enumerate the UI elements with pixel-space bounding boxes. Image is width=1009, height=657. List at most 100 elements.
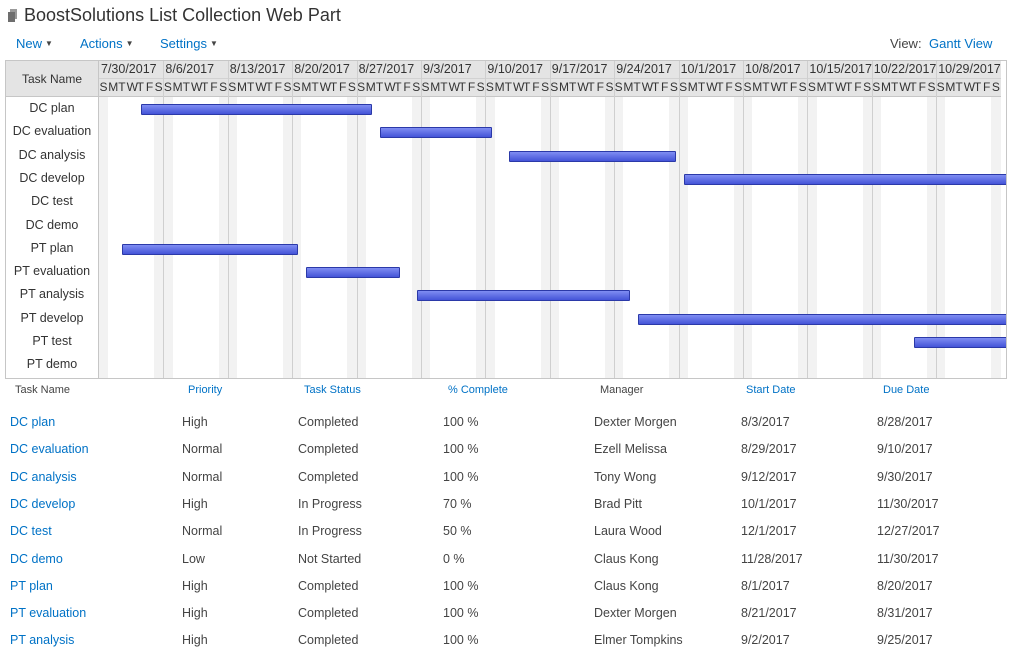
priority-cell: High — [182, 578, 208, 593]
list-header: Task Name Priority Task Status % Complet… — [0, 382, 1009, 402]
gantt-task-label: PT evaluation — [13, 264, 91, 279]
header-percent-complete[interactable]: % Complete — [448, 384, 508, 396]
day-letter: S — [807, 80, 816, 94]
weekend-shade — [540, 97, 550, 378]
header-due-date[interactable]: Due Date — [883, 384, 930, 396]
status-cell: Completed — [298, 633, 359, 648]
day-letter: T — [440, 80, 448, 94]
header-priority[interactable]: Priority — [188, 384, 223, 396]
day-letter: S — [927, 80, 936, 94]
gantt-bar[interactable] — [416, 290, 630, 302]
day-letter: W — [963, 80, 976, 94]
priority-cell: High — [182, 633, 208, 648]
gantt-task-label: DC plan — [29, 101, 75, 115]
task-link[interactable]: DC plan — [10, 415, 56, 429]
day-letter: F — [725, 80, 733, 94]
new-menu-button[interactable]: New ▼ — [16, 36, 53, 51]
status-cell: Completed — [298, 469, 359, 484]
gantt-bar[interactable] — [380, 127, 492, 139]
day-letter: S — [421, 80, 430, 94]
task-link[interactable]: DC test — [10, 524, 52, 539]
day-letter: M — [559, 80, 569, 94]
manager-cell: Dexter Morgen — [594, 415, 677, 429]
day-letter: T — [909, 80, 917, 94]
task-link[interactable]: DC analysis — [10, 469, 77, 484]
header-manager[interactable]: Manager — [600, 384, 644, 396]
week-header: 7/30/2017 8/6/2017 8/13/2017 8/20/2017 8/27/… — [99, 61, 1001, 79]
header-task-name[interactable]: Task Name — [15, 384, 71, 396]
weekend-shade — [283, 97, 293, 378]
status-cell: Completed — [298, 578, 359, 593]
gantt-bar[interactable] — [637, 313, 1006, 325]
task-link[interactable]: DC demo — [10, 551, 63, 566]
gantt-bar[interactable] — [913, 337, 1006, 348]
task-link[interactable]: DC evaluation — [10, 442, 89, 457]
week-date-label: 10/22/2017 — [873, 62, 937, 76]
settings-menu-button[interactable]: Settings ▼ — [160, 36, 218, 51]
day-letter: S — [292, 80, 301, 94]
day-letter: W — [319, 80, 332, 94]
week-separator — [549, 61, 551, 378]
day-letter: T — [523, 80, 531, 94]
percent-cell: 50 % — [443, 524, 472, 539]
percent-cell: 100 % — [443, 606, 479, 621]
day-letter: W — [577, 80, 589, 94]
start-date-cell: 9/12/2017 — [741, 469, 797, 484]
weekend-shade — [476, 97, 486, 378]
table-row: DC evaluation Normal Completed 100 % Ezell M… — [0, 437, 1009, 464]
weekend-shade — [669, 97, 679, 378]
day-letter: S — [163, 80, 172, 94]
week-separator — [936, 61, 938, 378]
weekend-shade — [411, 97, 421, 378]
day-letter: S — [991, 80, 1000, 94]
day-letter: F — [403, 80, 411, 94]
weekend-shade — [991, 97, 1001, 378]
gantt-task-label: PT analysis — [19, 287, 85, 302]
view-selector[interactable]: Gantt View — [929, 36, 993, 51]
new-label: New — [16, 36, 43, 51]
table-row: DC demo Low Not Started 0 % Claus Kong 11/28/… — [0, 547, 1009, 574]
gantt-bar[interactable] — [140, 104, 372, 115]
priority-cell: High — [182, 496, 208, 511]
day-letter: T — [569, 80, 577, 94]
task-link[interactable]: DC develop — [10, 496, 76, 511]
priority-cell: Normal — [182, 524, 223, 539]
gantt-bar[interactable] — [122, 243, 299, 255]
day-letter: S — [679, 80, 688, 94]
day-letter: F — [983, 80, 991, 94]
task-link[interactable]: PT analysis — [10, 633, 75, 648]
week-separator — [807, 61, 809, 378]
day-letter: T — [201, 80, 209, 94]
day-letter: S — [357, 80, 366, 94]
week-separator — [614, 61, 616, 378]
gantt-bar[interactable] — [683, 173, 1006, 185]
table-row: PT analysis High Completed 100 % Elmer Tompk… — [0, 628, 1009, 655]
manager-cell: Tony Wong — [594, 469, 657, 484]
day-letter: T — [136, 80, 144, 94]
week-date-label: 9/17/2017 — [551, 62, 608, 76]
weekend-shade — [743, 97, 753, 378]
task-link[interactable]: PT evaluation — [10, 606, 87, 621]
day-letter: S — [798, 80, 807, 94]
day-letter: T — [247, 80, 255, 94]
due-date-cell: 11/30/2017 — [877, 496, 939, 511]
gantt-bar[interactable] — [508, 150, 676, 162]
day-letter: T — [633, 80, 641, 94]
day-letter: M — [494, 80, 505, 94]
weekend-shade — [807, 97, 817, 378]
table-row: PT evaluation High Completed 100 % Dexter Mo… — [0, 601, 1009, 628]
day-letter: W — [384, 80, 396, 94]
weekend-shade — [927, 97, 937, 378]
weekend-shade — [292, 97, 302, 378]
actions-menu-button[interactable]: Actions ▼ — [80, 36, 134, 51]
header-task-status[interactable]: Task Status — [304, 384, 361, 396]
manager-cell: Ezell Melissa — [594, 442, 667, 457]
header-start-date[interactable]: Start Date — [746, 384, 796, 396]
percent-cell: 70 % — [443, 496, 472, 511]
day-letter: M — [623, 80, 634, 94]
priority-cell: Normal — [182, 469, 223, 484]
task-link[interactable]: PT plan — [10, 578, 53, 593]
percent-cell: 0 % — [443, 551, 465, 566]
gantt-bar[interactable] — [306, 267, 400, 279]
priority-cell: Low — [182, 551, 205, 566]
